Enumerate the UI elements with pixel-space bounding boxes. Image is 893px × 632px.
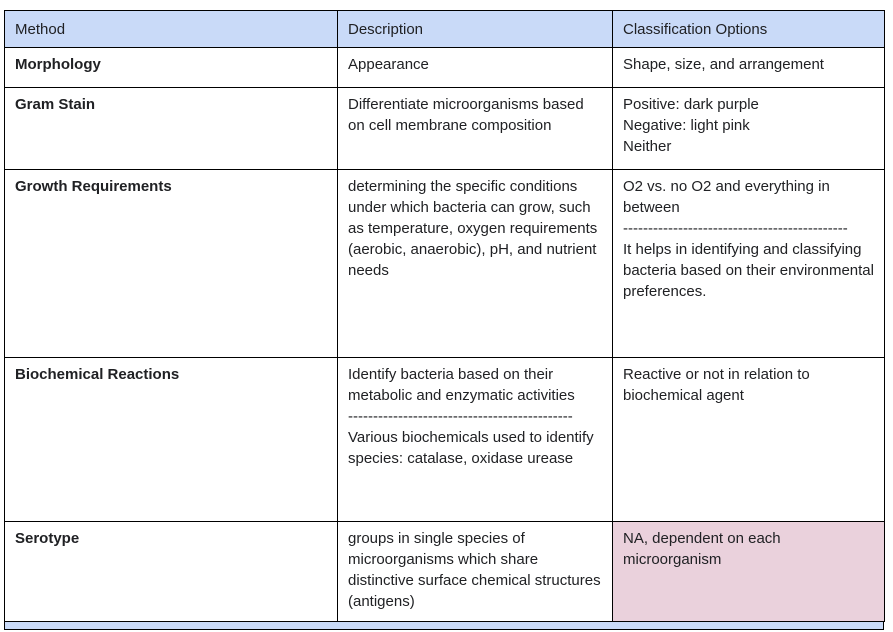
partial-next-header-row xyxy=(4,621,884,630)
description-cell: Identify bacteria based on their metabol… xyxy=(337,357,613,522)
classification-methods-table: Method Description Classification Option… xyxy=(4,10,885,622)
table-row-growth-requirements: Growth Requirements determining the spec… xyxy=(4,169,885,358)
classification-cell: O2 vs. no O2 and everything in between -… xyxy=(612,169,885,358)
method-cell: Serotype xyxy=(4,521,338,622)
description-cell: determining the specific conditions unde… xyxy=(337,169,613,358)
table-row-gram-stain: Gram Stain Differentiate microorganisms … xyxy=(4,87,885,170)
table-row-biochemical-reactions: Biochemical Reactions Identify bacteria … xyxy=(4,357,885,522)
header-classification-options: Classification Options xyxy=(612,10,885,48)
method-cell: Morphology xyxy=(4,47,338,88)
method-cell: Growth Requirements xyxy=(4,169,338,358)
table-row-serotype: Serotype groups in single species of mic… xyxy=(4,521,885,622)
table-row-morphology: Morphology Appearance Shape, size, and a… xyxy=(4,47,885,88)
description-cell: Appearance xyxy=(337,47,613,88)
classification-cell: Reactive or not in relation to biochemic… xyxy=(612,357,885,522)
description-cell: Differentiate microorganisms based on ce… xyxy=(337,87,613,170)
classification-cell: Positive: dark purple Negative: light pi… xyxy=(612,87,885,170)
classification-cell-highlighted: NA, dependent on each microorganism xyxy=(612,521,885,622)
table-header-row: Method Description Classification Option… xyxy=(4,10,885,48)
header-description: Description xyxy=(337,10,613,48)
description-cell: groups in single species of microorganis… xyxy=(337,521,613,622)
method-cell: Gram Stain xyxy=(4,87,338,170)
header-method: Method xyxy=(4,10,338,48)
classification-cell: Shape, size, and arrangement xyxy=(612,47,885,88)
method-cell: Biochemical Reactions xyxy=(4,357,338,522)
